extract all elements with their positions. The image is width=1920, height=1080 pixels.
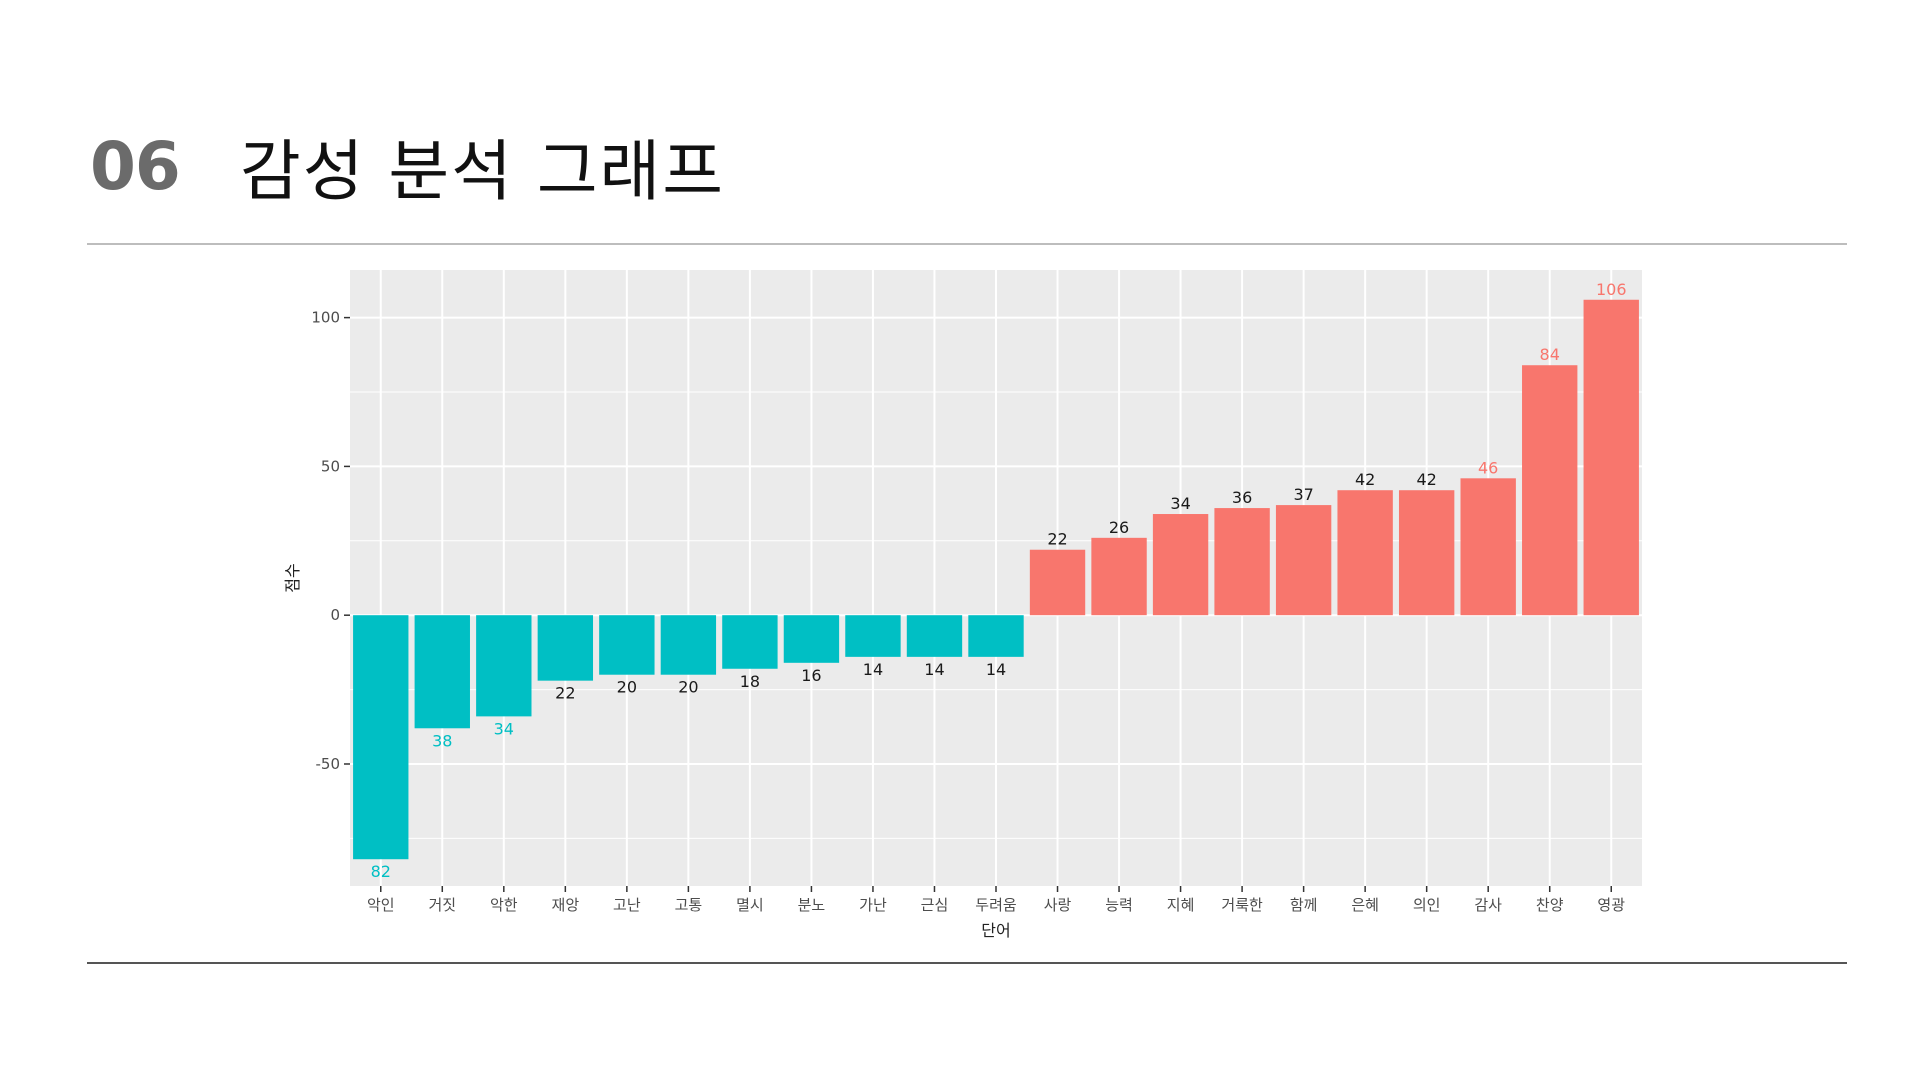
bar-은혜 [1337,490,1393,616]
x-tick-label: 능력 [1105,896,1133,914]
x-tick-label: 영광 [1597,896,1625,914]
data-label: 42 [1416,470,1436,489]
x-tick-label: 찬양 [1536,896,1564,914]
bar-거짓 [414,615,470,729]
x-tick-label: 함께 [1290,896,1318,914]
data-label: 26 [1109,518,1129,537]
bar-두려움 [968,615,1024,657]
x-tick-label: 거룩한 [1221,896,1263,914]
y-tick-label: 100 [311,309,340,327]
data-label: 20 [678,678,698,697]
bar-고통 [660,615,717,675]
footer-divider [87,962,1847,964]
bar-멸시 [722,615,778,669]
slide-title: 감성 분석 그래프 [240,133,725,210]
slide-number: 06 [90,127,181,205]
bar-지혜 [1152,514,1209,616]
x-tick-label: 악한 [490,896,518,914]
y-tick-label: 0 [330,606,340,624]
bar-재앙 [537,615,594,681]
data-label: 42 [1355,470,1375,489]
bar-분노 [783,615,840,663]
y-tick-label: 50 [321,457,340,475]
y-axis: -50 0 50 100 [311,309,350,773]
bar-거룩한 [1214,508,1270,616]
bar-영광 [1583,299,1639,616]
x-tick-label: 가난 [859,896,887,914]
bar-능력 [1091,537,1147,616]
data-label: 18 [740,672,760,691]
bar-가난 [845,615,901,657]
x-tick-label: 재앙 [552,896,580,914]
bar-사랑 [1029,549,1086,616]
x-tick-label: 고난 [613,896,641,914]
data-label: 82 [371,862,391,881]
x-axis: 악인 거짓 악한 재앙 고난 고통 멸시 분노 가난 근심 두려움 사랑 능력 지혜 거룩한 함께 은혜 의인 감사… [367,886,1625,914]
data-label: 20 [617,678,637,697]
data-label: 34 [1170,494,1190,513]
x-tick-label: 근심 [921,896,949,914]
x-tick-label: 감사 [1474,896,1502,914]
data-label: 34 [494,719,514,738]
x-tick-label: 두려움 [975,896,1016,914]
data-label: 84 [1540,345,1560,364]
data-label: 46 [1478,458,1498,477]
bar-악인 [353,615,409,860]
bar-찬양 [1522,365,1578,616]
bar-고난 [599,615,655,675]
x-tick-label: 분노 [798,896,826,914]
bar-악한 [476,615,532,717]
slide-header: 06 감성 분석 그래프 [90,118,725,214]
data-label: 16 [801,666,821,685]
data-label: 14 [924,660,944,679]
bar-함께 [1275,505,1332,616]
x-tick-label: 사랑 [1044,896,1072,914]
bar-의인 [1398,490,1455,616]
bar-감사 [1460,478,1516,616]
data-label: 14 [986,660,1006,679]
data-label: 14 [863,660,883,679]
data-labels: 82 38 34 22 20 20 18 16 14 14 14 22 26 34 36 37 42 42 46 84… [371,280,1627,881]
bar-근심 [906,615,963,657]
x-tick-label: 멸시 [736,896,764,914]
y-axis-title: 점수 [283,563,302,592]
data-label: 37 [1293,485,1313,504]
data-label: 22 [1047,530,1067,549]
data-label: 106 [1596,280,1627,299]
x-tick-label: 거짓 [428,896,456,914]
x-tick-label: 고통 [675,896,703,914]
x-tick-label: 지혜 [1167,896,1195,914]
x-axis-title: 단어 [981,921,1010,940]
x-tick-label: 의인 [1413,896,1441,914]
header-divider [87,243,1847,245]
x-tick-label: 악인 [367,896,395,914]
data-label: 22 [555,684,575,703]
bars [353,299,1639,860]
x-tick-label: 은혜 [1351,896,1379,914]
y-tick-label: -50 [316,755,341,773]
data-label: 36 [1232,488,1252,507]
data-label: 38 [432,731,452,750]
